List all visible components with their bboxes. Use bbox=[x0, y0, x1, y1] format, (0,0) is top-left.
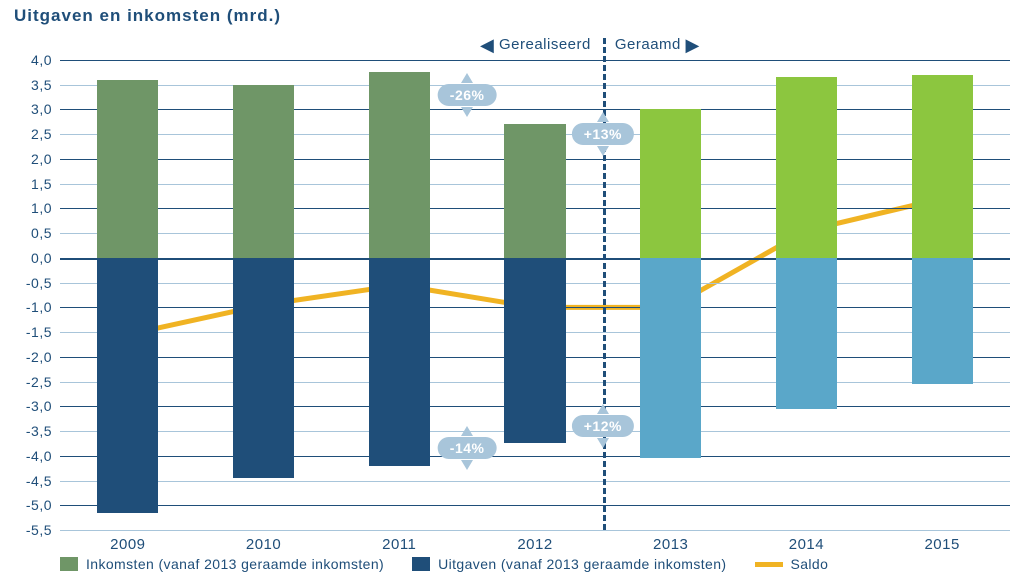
bar-expense bbox=[233, 258, 294, 478]
legend-item: Uitgaven (vanaf 2013 geraamde inkomsten) bbox=[412, 556, 726, 572]
y-tick-label: -2,0 bbox=[26, 349, 60, 365]
chart-title: Uitgaven en inkomsten (mrd.) bbox=[14, 6, 281, 26]
y-tick-label: 3,0 bbox=[31, 101, 60, 117]
legend: Inkomsten (vanaf 2013 geraamde inkomsten… bbox=[60, 556, 1010, 572]
badge-arrow-down-icon bbox=[461, 460, 473, 470]
section-right: Geraamd ▶ bbox=[615, 36, 700, 54]
gridline bbox=[60, 109, 1010, 110]
x-tick-label: 2009 bbox=[110, 536, 145, 553]
bar-income bbox=[97, 80, 158, 258]
bar-income bbox=[369, 72, 430, 258]
section-label-right: Geraamd bbox=[615, 36, 681, 53]
y-tick-label: -1,5 bbox=[26, 324, 60, 340]
y-tick-label: -2,5 bbox=[26, 374, 60, 390]
arrow-right-icon: ▶ bbox=[686, 36, 700, 54]
y-tick-label: 1,5 bbox=[31, 176, 60, 192]
legend-label: Inkomsten (vanaf 2013 geraamde inkomsten… bbox=[86, 556, 384, 572]
gridline bbox=[60, 505, 1010, 506]
badge-arrow-down-icon bbox=[461, 107, 473, 117]
change-badge: +13% bbox=[572, 123, 634, 145]
y-tick-label: -3,0 bbox=[26, 398, 60, 414]
chart-container: Uitgaven en inkomsten (mrd.) 4,03,53,02,… bbox=[0, 0, 1024, 578]
y-tick-label: -5,5 bbox=[26, 522, 60, 538]
y-tick-label: -0,5 bbox=[26, 275, 60, 291]
bar-expense bbox=[640, 258, 701, 458]
legend-item: Saldo bbox=[755, 556, 829, 572]
legend-swatch-icon bbox=[60, 557, 78, 571]
gridline bbox=[60, 85, 1010, 86]
x-tick-label: 2014 bbox=[789, 536, 824, 553]
legend-line-icon bbox=[755, 562, 783, 567]
y-tick-label: -4,5 bbox=[26, 473, 60, 489]
plot-area: 4,03,53,02,52,01,51,00,50,0-0,5-1,0-1,5-… bbox=[60, 60, 1010, 530]
bar-expense bbox=[912, 258, 973, 384]
y-tick-label: 2,0 bbox=[31, 151, 60, 167]
change-badge: -14% bbox=[438, 437, 497, 459]
legend-swatch-icon bbox=[412, 557, 430, 571]
bar-income bbox=[233, 85, 294, 258]
y-tick-label: 0,5 bbox=[31, 225, 60, 241]
y-tick-label: 2,5 bbox=[31, 126, 60, 142]
badge-arrow-up-icon bbox=[597, 404, 609, 414]
change-badge: +12% bbox=[572, 415, 634, 437]
badge-arrow-up-icon bbox=[461, 73, 473, 83]
bar-income bbox=[776, 77, 837, 258]
y-tick-label: -4,0 bbox=[26, 448, 60, 464]
y-tick-label: 4,0 bbox=[31, 52, 60, 68]
x-tick-label: 2012 bbox=[517, 536, 552, 553]
bar-income bbox=[504, 124, 565, 258]
legend-label: Saldo bbox=[791, 556, 829, 572]
x-tick-label: 2015 bbox=[924, 536, 959, 553]
y-tick-label: 0,0 bbox=[31, 250, 60, 266]
bar-expense bbox=[776, 258, 837, 409]
y-tick-label: -3,5 bbox=[26, 423, 60, 439]
gridline bbox=[60, 60, 1010, 61]
gridline bbox=[60, 481, 1010, 482]
legend-item: Inkomsten (vanaf 2013 geraamde inkomsten… bbox=[60, 556, 384, 572]
badge-arrow-down-icon bbox=[597, 146, 609, 156]
bar-expense bbox=[504, 258, 565, 444]
y-tick-label: 3,5 bbox=[31, 77, 60, 93]
badge-arrow-down-icon bbox=[597, 438, 609, 448]
badge-arrow-up-icon bbox=[461, 426, 473, 436]
gridline bbox=[60, 456, 1010, 457]
y-tick-label: 1,0 bbox=[31, 200, 60, 216]
bar-expense bbox=[97, 258, 158, 513]
legend-label: Uitgaven (vanaf 2013 geraamde inkomsten) bbox=[438, 556, 726, 572]
bar-expense bbox=[369, 258, 430, 466]
change-badge: -26% bbox=[438, 84, 497, 106]
section-label-left: Gerealiseerd bbox=[499, 36, 591, 53]
bar-income bbox=[640, 109, 701, 257]
gridline bbox=[60, 530, 1010, 531]
badge-arrow-up-icon bbox=[597, 112, 609, 122]
section-left: ◀ Gerealiseerd bbox=[480, 36, 591, 54]
x-tick-label: 2010 bbox=[246, 536, 281, 553]
x-tick-label: 2013 bbox=[653, 536, 688, 553]
y-tick-label: -1,0 bbox=[26, 299, 60, 315]
y-tick-label: -5,0 bbox=[26, 497, 60, 513]
x-tick-label: 2011 bbox=[382, 536, 416, 553]
bar-income bbox=[912, 75, 973, 258]
arrow-left-icon: ◀ bbox=[480, 36, 494, 54]
